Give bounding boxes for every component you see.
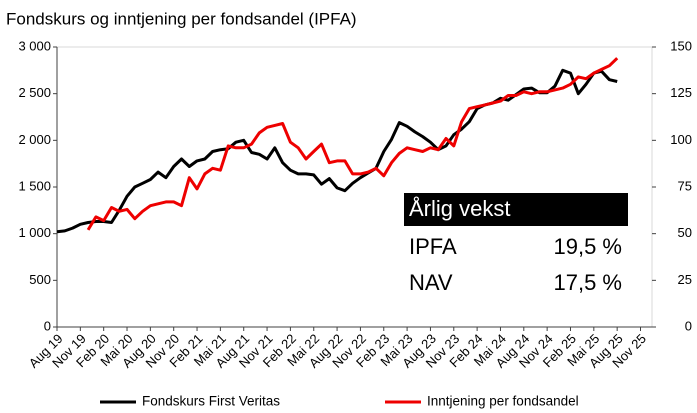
y2-tick-label: 75	[678, 178, 692, 193]
y-tick-label: 2 000	[18, 132, 51, 147]
y-tick-label: 1 000	[18, 225, 51, 240]
line-series	[56, 68, 618, 234]
line-series	[86, 57, 619, 231]
annotation-label: IPFA	[409, 234, 457, 259]
annotation-title: Årlig vekst	[409, 196, 510, 221]
y2-tick-label: 100	[670, 132, 692, 147]
annotation-label: NAV	[409, 270, 453, 295]
y2-tick-label: 25	[678, 272, 692, 287]
y2-tick-label: 125	[670, 85, 692, 100]
y-tick-label: 0	[44, 318, 51, 333]
annotation-header	[404, 193, 628, 226]
y-tick-label: 500	[29, 272, 51, 287]
chart-title: Fondskurs og inntjening per fondsandel (…	[6, 9, 357, 28]
y-tick-label: 1 500	[18, 178, 51, 193]
y2-tick-label: 50	[678, 225, 692, 240]
y-tick-label: 3 000	[18, 38, 51, 53]
y2-tick-label: 0	[685, 318, 692, 333]
legend-label: Fondskurs First Veritas	[142, 394, 280, 409]
annotation-value: 17,5 %	[554, 270, 623, 295]
annotation-value: 19,5 %	[554, 234, 623, 259]
legend-label: Inntjening per fondsandel	[427, 394, 579, 409]
y2-tick-label: 150	[670, 38, 692, 53]
y-tick-label: 2 500	[18, 85, 51, 100]
